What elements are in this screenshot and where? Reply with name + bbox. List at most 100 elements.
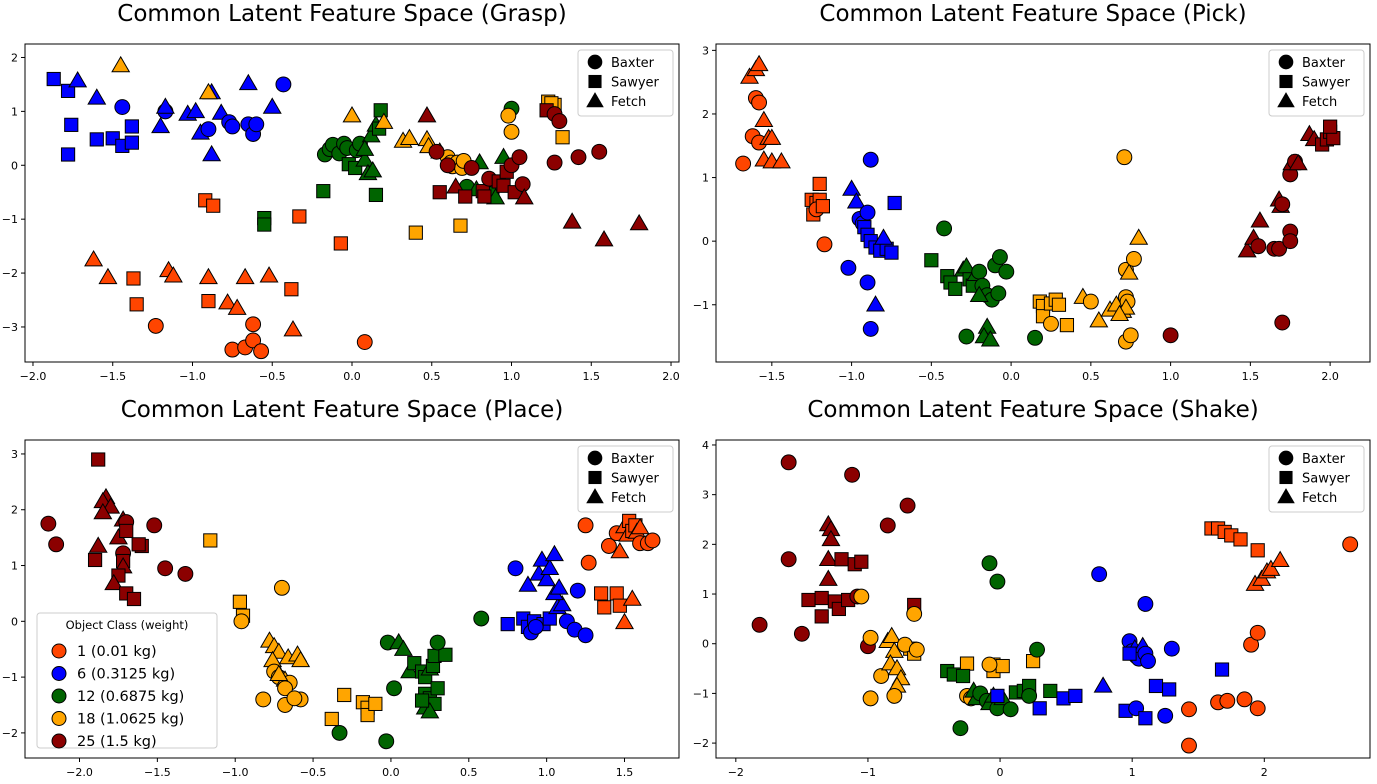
- data-point-class12-baxter: [936, 220, 953, 237]
- data-point-class6-fetch: [552, 594, 572, 612]
- y-tick-label: 3: [702, 489, 709, 502]
- data-point-class6-sawyer: [887, 195, 902, 211]
- data-point-class25-fetch: [818, 549, 838, 566]
- x-tick-label: 1.5: [616, 766, 634, 779]
- data-point-class12-baxter: [989, 573, 1006, 590]
- data-point-class6-sawyer: [500, 617, 515, 632]
- y-tick-label: 0: [702, 638, 709, 651]
- data-point-class25-fetch: [446, 177, 466, 194]
- data-point-class1-sawyer: [594, 586, 609, 601]
- data-point-class25-fetch: [629, 213, 649, 231]
- data-point-class25-fetch: [514, 187, 534, 205]
- y-tick-label: 2: [702, 108, 709, 121]
- data-point-class18-sawyer: [555, 130, 570, 145]
- data-point-class18-sawyer: [368, 696, 383, 711]
- data-point-class12-baxter: [971, 263, 988, 280]
- data-point-class1-sawyer: [597, 600, 612, 615]
- panel-shake: Common Latent Feature Space (Shake) −2 −1…: [693, 397, 1371, 779]
- data-point-class6-fetch: [238, 73, 258, 91]
- data-point-class1-baxter: [1249, 624, 1266, 641]
- data-point-class12-baxter: [1029, 641, 1045, 658]
- data-point-class25-fetch: [562, 212, 582, 229]
- data-point-class6-fetch: [549, 578, 569, 595]
- data-point-class6-baxter: [200, 121, 217, 138]
- data-point-class25-baxter: [146, 517, 163, 534]
- legend-marker-sawyer: [1279, 74, 1293, 89]
- data-point-class18-fetch: [882, 626, 902, 643]
- y-tick-label: 1: [702, 172, 709, 185]
- data-point-class6-sawyer: [1214, 662, 1230, 677]
- panel-grasp: Common Latent Feature Space (Grasp) −2.0…: [2, 1, 680, 383]
- class-legend-label: 18 (1.0625 kg): [77, 712, 184, 728]
- data-point-class25-baxter: [879, 517, 896, 534]
- y-tick-label: 4: [702, 439, 709, 452]
- chart-title: Common Latent Feature Space (Pick): [819, 1, 1246, 27]
- data-point-class1-baxter: [1181, 737, 1197, 754]
- legend-box: [36, 612, 218, 749]
- data-point-class6-baxter: [1157, 707, 1174, 724]
- data-point-class25-baxter: [793, 625, 810, 642]
- data-point-class6-fetch: [544, 544, 564, 562]
- data-point-class1-fetch: [771, 152, 791, 169]
- data-point-class12-sawyer: [368, 187, 384, 203]
- data-point-class1-fetch: [259, 266, 279, 283]
- data-point-class1-baxter: [253, 343, 270, 360]
- data-point-class12-sawyer: [316, 184, 331, 199]
- y-tick-label: 3: [11, 448, 18, 461]
- data-point-class6-fetch: [155, 97, 175, 114]
- axes-frame: [715, 439, 1371, 759]
- data-point-class6-baxter: [1163, 640, 1180, 657]
- data-point-class1-sawyer: [815, 199, 830, 214]
- data-point-class12-sawyer: [924, 253, 939, 268]
- data-point-class18-baxter: [1082, 293, 1099, 310]
- x-tick-label: −0.5: [300, 766, 327, 779]
- data-point-class18-baxter: [1043, 315, 1059, 332]
- data-point-class12-fetch: [969, 285, 989, 302]
- legend-marker-baxter: [587, 54, 603, 70]
- data-point-class6-sawyer: [124, 119, 139, 134]
- data-point-class6-baxter: [275, 76, 292, 93]
- x-tick-label: 1.5: [583, 370, 601, 383]
- legend-label: Fetch: [611, 95, 646, 110]
- y-tick-label: 1: [702, 588, 709, 601]
- shape-legend: Baxter Sawyer Fetch: [577, 445, 674, 513]
- data-point-class18-baxter: [255, 691, 272, 708]
- data-point-class18-fetch: [1110, 304, 1130, 322]
- data-point-class6-baxter: [114, 99, 131, 116]
- data-point-class25-baxter: [844, 466, 861, 483]
- class-legend-label: 1 (0.01 kg): [77, 644, 157, 660]
- data-point-class6-sawyer: [1032, 701, 1047, 716]
- x-tick-label: 0: [997, 766, 1004, 779]
- legend-box: [577, 49, 674, 117]
- data-point-class12-baxter: [331, 724, 348, 741]
- data-point-class25-fetch: [1250, 211, 1270, 228]
- data-point-class25-baxter: [40, 515, 57, 532]
- y-tick-label: −2: [693, 737, 709, 750]
- y-tick-label: 0: [11, 615, 18, 628]
- data-point-class1-fetch: [610, 541, 630, 559]
- data-point-class25-sawyer: [1323, 119, 1338, 134]
- data-point-class18-baxter: [853, 588, 870, 605]
- data-point-class6-baxter: [862, 151, 879, 168]
- scatter-points: [46, 55, 649, 360]
- legend-label: Baxter: [1302, 56, 1346, 71]
- y-tick-label: 3: [702, 44, 709, 57]
- data-point-class1-fetch: [163, 266, 183, 283]
- data-point-class18-fetch: [399, 128, 419, 146]
- data-point-class25-sawyer: [432, 185, 447, 200]
- x-tick-label: −1.0: [838, 370, 865, 383]
- data-point-class6-baxter: [859, 274, 876, 291]
- data-point-class25-sawyer: [91, 452, 106, 467]
- legend-label: Fetch: [611, 491, 646, 506]
- data-point-class1-baxter: [245, 316, 262, 333]
- legend-box: [1268, 49, 1365, 117]
- x-tick-label: 0.5: [460, 766, 478, 779]
- x-tick-label: −1.5: [99, 370, 126, 383]
- data-point-class6-baxter: [224, 118, 241, 135]
- data-point-class25-baxter: [551, 113, 568, 130]
- data-point-class1-sawyer: [284, 282, 299, 297]
- x-tick-label: 0.0: [343, 370, 361, 383]
- x-tick-label: 1.0: [1162, 370, 1180, 383]
- scatter-points: [40, 452, 661, 750]
- data-point-class6-sawyer: [1162, 682, 1177, 697]
